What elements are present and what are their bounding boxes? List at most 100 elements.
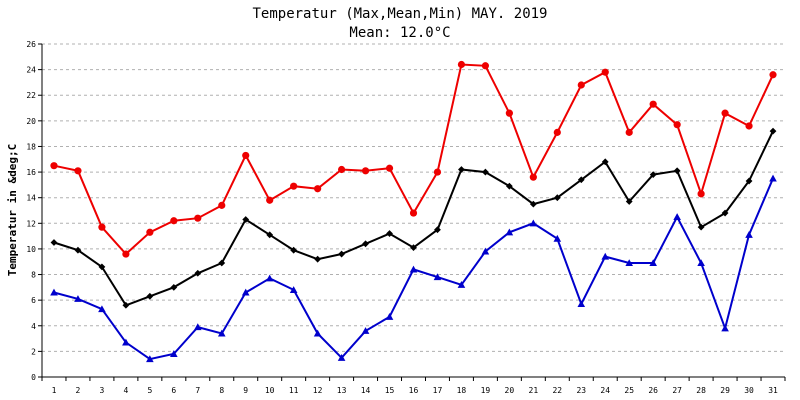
data-point-max [697, 190, 705, 198]
chart-title: Temperatur (Max,Mean,Min) MAY. 2019 [252, 6, 547, 22]
data-point-mean [386, 230, 393, 237]
y-tick-label: 8 [31, 271, 36, 280]
x-tick-label: 29 [720, 386, 730, 395]
data-point-min [745, 231, 753, 238]
data-point-mean [673, 167, 681, 175]
x-tick-label: 15 [385, 386, 395, 395]
data-point-min [625, 259, 634, 267]
y-tick-label: 12 [26, 219, 36, 228]
x-tick-label: 21 [529, 386, 539, 395]
y-tick-label: 10 [26, 245, 36, 254]
data-point-mean [529, 200, 537, 208]
data-point-max [74, 167, 82, 175]
data-point-min [74, 295, 82, 302]
data-point-mean [482, 168, 489, 176]
x-tick-label: 7 [195, 386, 200, 395]
x-tick-label: 2 [76, 386, 81, 395]
data-point-mean [98, 263, 106, 271]
data-point-min [98, 305, 106, 313]
data-point-mean [745, 177, 753, 185]
data-point-min [193, 323, 202, 331]
data-point-min [457, 280, 466, 288]
y-tick-label: 20 [26, 117, 36, 126]
x-tick-label: 3 [100, 386, 105, 395]
data-point-min [673, 213, 681, 220]
x-tick-label: 24 [600, 386, 610, 395]
data-point-min [505, 228, 514, 236]
data-point-min [241, 288, 250, 296]
x-tick-label: 13 [337, 386, 347, 395]
data-point-min [433, 273, 442, 281]
data-point-max [481, 62, 490, 70]
data-point-max [218, 201, 226, 209]
data-point-mean [649, 171, 657, 179]
x-tick-label: 9 [243, 386, 248, 395]
data-point-max [721, 109, 729, 117]
x-tick-label: 30 [744, 386, 754, 395]
x-tick-label: 4 [123, 386, 128, 395]
x-tick-label: 6 [171, 386, 176, 395]
data-point-mean [458, 166, 465, 173]
data-point-max [433, 168, 442, 176]
data-point-mean [170, 283, 178, 291]
data-point-mean [266, 231, 274, 239]
data-point-mean [314, 255, 322, 263]
data-point-mean [338, 250, 345, 258]
data-point-max [649, 100, 657, 108]
data-point-min [361, 327, 370, 334]
data-point-mean [625, 198, 633, 205]
data-point-min [577, 300, 586, 308]
data-point-max [409, 209, 418, 217]
data-point-mean [362, 240, 369, 248]
data-point-max [337, 165, 346, 174]
x-tick-label: 10 [265, 386, 275, 395]
data-point-mean [74, 246, 82, 254]
x-tick-label: 25 [624, 386, 634, 395]
y-tick-label: 22 [26, 91, 36, 100]
chart-subtitle: Mean: 12.0°C [349, 25, 450, 41]
data-point-max [50, 162, 58, 170]
data-point-min [337, 353, 346, 361]
series-line-max [53, 63, 774, 256]
x-tick-label: 26 [648, 386, 658, 395]
data-point-max [625, 128, 633, 136]
data-point-min [50, 288, 58, 296]
y-tick-label: 26 [26, 40, 36, 49]
x-tick-label: 27 [672, 386, 682, 395]
data-point-mean [769, 127, 777, 135]
x-tick-label: 11 [289, 386, 299, 395]
data-point-mean [50, 239, 58, 246]
data-point-mean [505, 182, 513, 190]
data-point-min [313, 329, 322, 337]
data-point-max [98, 223, 106, 231]
y-tick-label: 18 [26, 142, 36, 151]
data-point-mean [122, 301, 130, 309]
data-point-min [217, 329, 226, 337]
series-mean [50, 127, 777, 309]
x-tick-label: 19 [481, 386, 491, 395]
data-point-max [122, 250, 130, 258]
data-point-mean [290, 246, 298, 254]
data-point-max [385, 164, 394, 172]
data-point-max [146, 228, 154, 236]
x-tick-label: 16 [409, 386, 419, 395]
x-tick-label: 23 [576, 386, 586, 395]
data-point-mean [434, 226, 441, 234]
y-tick-label: 0 [31, 373, 36, 382]
x-tick-label: 17 [433, 386, 443, 395]
data-point-max [242, 151, 250, 160]
data-point-max [553, 128, 561, 136]
data-point-mean [697, 223, 705, 231]
x-tick-label: 18 [457, 386, 467, 395]
x-tick-label: 31 [768, 386, 778, 395]
gridlines [42, 43, 785, 352]
y-tick-label: 4 [31, 322, 36, 331]
y-axis-label: Temperatur in &deg;C [6, 144, 19, 276]
data-point-min [769, 174, 777, 182]
y-tick-label: 2 [31, 347, 36, 356]
data-point-max [673, 121, 681, 129]
data-point-mean [721, 209, 729, 217]
data-point-max [194, 214, 202, 222]
